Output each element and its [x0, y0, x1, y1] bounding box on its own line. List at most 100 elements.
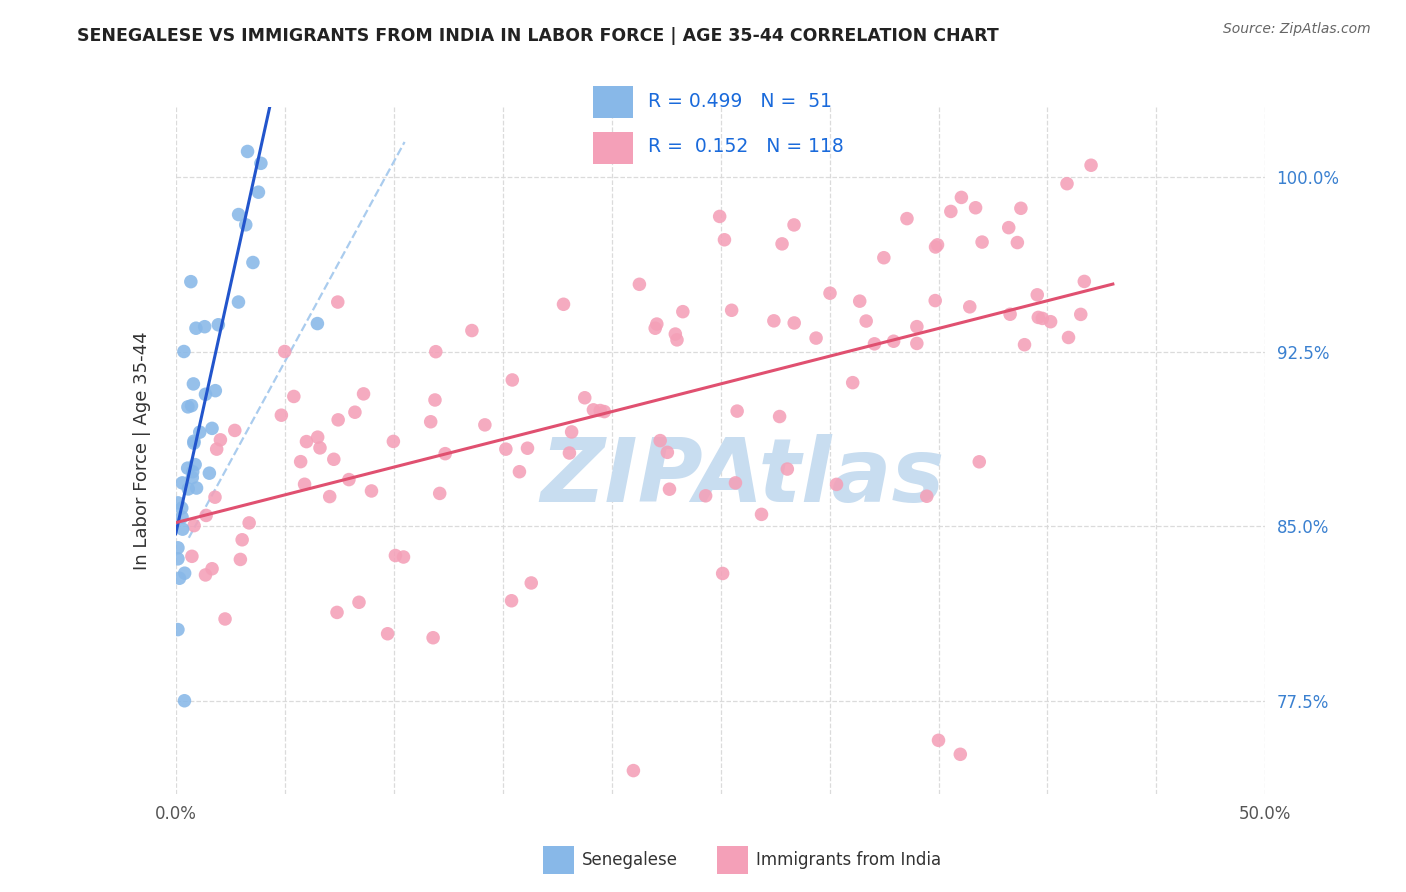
Point — [949, 747, 972, 762]
Point — [1039, 315, 1062, 329]
Point — [169, 571, 191, 585]
Point — [238, 516, 260, 530]
Point — [172, 475, 194, 490]
Point — [201, 421, 224, 435]
Point — [204, 384, 226, 398]
Point — [347, 595, 370, 609]
Point — [768, 409, 790, 424]
Point — [170, 501, 193, 516]
Point — [804, 331, 827, 345]
Point — [644, 321, 666, 335]
Bar — [543, 846, 574, 874]
Point — [658, 482, 681, 496]
Point — [574, 391, 596, 405]
Point — [295, 434, 318, 449]
Point — [172, 522, 194, 536]
Point — [419, 415, 441, 429]
Point — [1056, 177, 1078, 191]
Point — [724, 475, 747, 490]
Point — [501, 373, 523, 387]
Text: ZIPAtlas: ZIPAtlas — [540, 434, 945, 522]
Point — [927, 237, 949, 252]
Point — [905, 319, 928, 334]
Point — [967, 455, 990, 469]
Point — [184, 321, 207, 335]
Point — [905, 336, 928, 351]
Point — [229, 552, 252, 566]
Point — [243, 71, 266, 86]
Point — [561, 425, 583, 439]
Point — [181, 470, 204, 484]
Point — [264, 36, 287, 50]
Point — [167, 623, 190, 637]
Text: R = 0.499   N =  51: R = 0.499 N = 51 — [648, 92, 832, 112]
Point — [228, 208, 250, 222]
Bar — [593, 86, 633, 118]
Point — [776, 462, 799, 476]
Point — [183, 376, 205, 391]
Point — [195, 508, 218, 523]
Point — [434, 447, 457, 461]
Point — [713, 233, 735, 247]
Point — [177, 400, 200, 414]
Point — [183, 436, 205, 450]
Point — [201, 562, 224, 576]
Point — [353, 387, 375, 401]
Point — [873, 251, 896, 265]
Point — [247, 185, 270, 199]
Point — [337, 473, 360, 487]
Point — [474, 417, 496, 432]
Point — [1057, 330, 1080, 344]
Point — [177, 482, 200, 496]
Point — [628, 277, 651, 292]
Point — [328, 413, 350, 427]
Point — [950, 190, 973, 204]
Point — [720, 303, 742, 318]
Point — [762, 314, 785, 328]
Point — [198, 466, 221, 480]
Point — [224, 424, 246, 438]
Point — [883, 334, 905, 349]
Point — [235, 218, 257, 232]
Point — [1080, 158, 1102, 172]
Bar — [593, 132, 633, 164]
Point — [384, 549, 406, 563]
Point — [1026, 288, 1049, 302]
Point — [709, 210, 731, 224]
Point — [645, 317, 668, 331]
Point — [553, 297, 575, 311]
Point — [928, 733, 950, 747]
Point — [695, 489, 717, 503]
Point — [461, 324, 484, 338]
Point — [392, 549, 415, 564]
Point — [672, 304, 695, 318]
Point — [711, 566, 734, 581]
Point — [173, 566, 195, 581]
Point — [228, 295, 250, 310]
Point — [270, 408, 292, 422]
Point — [855, 314, 877, 328]
Point — [896, 211, 918, 226]
Point — [1070, 307, 1092, 321]
Point — [250, 156, 273, 170]
Point — [283, 389, 305, 403]
Point — [256, 19, 278, 33]
Point — [262, 48, 284, 62]
Point — [194, 568, 217, 582]
Point — [173, 344, 195, 359]
Point — [180, 275, 202, 289]
Point — [309, 441, 332, 455]
Point — [170, 510, 193, 524]
Point — [664, 327, 686, 342]
Point — [326, 295, 349, 310]
Point — [516, 441, 538, 455]
Point — [621, 764, 644, 778]
Point — [841, 376, 863, 390]
Text: Source: ZipAtlas.com: Source: ZipAtlas.com — [1223, 22, 1371, 37]
Point — [593, 404, 616, 418]
Point — [167, 541, 190, 555]
Point — [307, 317, 329, 331]
Point — [188, 425, 211, 439]
Point — [167, 551, 190, 566]
Point — [204, 490, 226, 504]
